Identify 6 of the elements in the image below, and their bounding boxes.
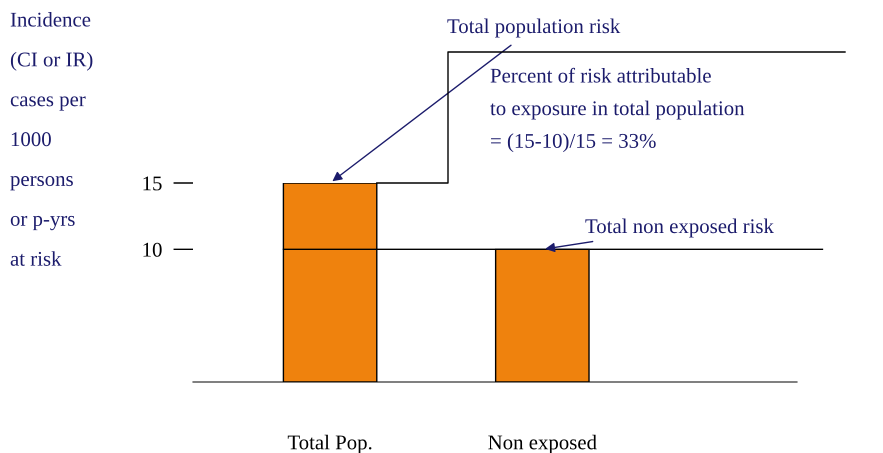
text: Incidence (CI or IR) cases per 1000 persons or p-yrs at risk <box>10 12 92 266</box>
annotation: Total population risk <box>447 18 620 38</box>
text: Percent of risk attributable to exposure in total population = (15-10)/15 = 33% <box>490 68 744 152</box>
annotation: Total non exposed risk <box>585 218 774 238</box>
y-tick-label: 15 <box>143 176 162 190</box>
y-tick-label: 10 <box>143 242 162 257</box>
